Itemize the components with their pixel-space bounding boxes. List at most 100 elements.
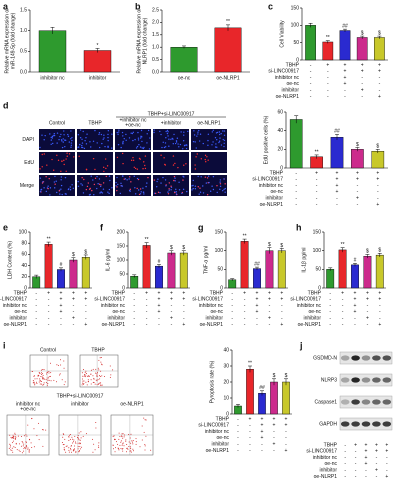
event-dot	[16, 449, 18, 451]
significance-label: ##	[259, 385, 265, 391]
cell-dot	[149, 137, 151, 139]
cell-dot	[85, 143, 88, 145]
event-dot	[131, 440, 133, 442]
condition-mark: -	[281, 309, 283, 315]
cell-dot	[79, 143, 81, 146]
event-dot	[18, 449, 20, 451]
event-dot	[12, 440, 14, 442]
bar	[375, 254, 384, 289]
image-label: inhibitor nc	[16, 401, 41, 407]
cell-dot	[146, 142, 148, 144]
condition-mark: +	[273, 416, 276, 422]
event-dot	[32, 382, 34, 384]
event-dot	[62, 433, 64, 435]
condition-mark: -	[327, 88, 329, 94]
event-dot	[145, 435, 147, 437]
condition-mark: +	[361, 88, 364, 94]
cell-dot	[144, 167, 147, 170]
event-dot	[23, 448, 25, 450]
image-row-label: DAPI	[22, 137, 34, 143]
cell-dot	[122, 142, 124, 144]
event-dot	[118, 438, 120, 440]
event-dot	[40, 380, 42, 382]
event-dot	[48, 370, 50, 372]
cell-dot	[164, 179, 167, 181]
condition-mark: -	[365, 468, 367, 474]
condition-mark: -	[244, 297, 246, 303]
significance-label: **	[341, 242, 345, 248]
cell-dot	[163, 157, 165, 159]
microscopy-image	[77, 175, 113, 196]
event-dot	[73, 450, 75, 452]
cell-dot	[85, 136, 87, 139]
blot-band	[340, 355, 350, 361]
cell-dot	[103, 137, 105, 139]
event-dot	[85, 381, 87, 383]
error-bar	[294, 115, 299, 124]
condition-mark: -	[310, 94, 312, 100]
cell-dot	[204, 176, 207, 178]
event-dot	[122, 433, 124, 435]
event-dot	[31, 446, 33, 448]
event-dot	[132, 450, 134, 452]
condition-mark: +	[182, 290, 185, 296]
condition-mark: +	[336, 170, 339, 176]
event-dot	[90, 383, 92, 385]
blot-strip	[339, 395, 393, 409]
cell-dot	[137, 137, 140, 139]
cell-dot	[90, 146, 92, 148]
condition-mark: +	[182, 322, 185, 328]
error-bar	[50, 27, 55, 34]
cell-dot	[98, 132, 101, 134]
condition-name: inhibitor	[107, 316, 125, 322]
cell-dot	[136, 168, 139, 170]
cell-dot	[77, 134, 80, 136]
microscopy-image	[191, 129, 227, 150]
blot-band	[372, 377, 381, 383]
cell-dot	[209, 190, 212, 192]
event-dot	[83, 380, 85, 382]
condition-mark: -	[295, 196, 297, 202]
condition-mark: -	[237, 423, 239, 429]
error-bar	[71, 257, 76, 263]
condition-name: TBHP	[216, 416, 230, 422]
condition-mark: -	[60, 322, 62, 328]
event-dot	[68, 447, 70, 449]
panel-label: f	[100, 222, 104, 232]
condition-mark: -	[342, 303, 344, 309]
cell-dot	[132, 139, 134, 142]
cell-dot	[57, 159, 60, 162]
cell-dot	[171, 137, 173, 140]
cell-dot	[122, 135, 124, 137]
cell-dot	[173, 179, 175, 182]
event-dot	[85, 374, 87, 376]
condition-name: inhibitor	[205, 316, 223, 322]
condition-mark: -	[355, 449, 357, 455]
condition-name: oe-NLRP1	[206, 448, 230, 454]
cell-dot	[142, 191, 145, 193]
condition-name: oe-NLRP1	[4, 322, 28, 328]
cell-dot	[98, 133, 100, 136]
event-dot	[130, 442, 132, 444]
error-bar	[157, 264, 161, 268]
y-axis-label: TNF-α pg/ml	[203, 246, 209, 274]
event-dot	[98, 445, 100, 447]
event-dot	[120, 448, 122, 450]
bar	[38, 30, 67, 73]
cell-dot	[207, 175, 210, 177]
condition-mark: -	[171, 309, 173, 315]
bar	[179, 252, 188, 289]
event-dot	[65, 451, 67, 453]
condition-mark: -	[295, 170, 297, 176]
cell-dot	[52, 142, 54, 145]
condition-name: inhibitor nc	[205, 429, 230, 435]
y-tick-label: 0.5	[152, 57, 159, 63]
cell-dot	[51, 135, 54, 138]
cell-dot	[162, 141, 164, 143]
event-dot	[21, 452, 23, 454]
error-bar	[46, 241, 51, 247]
event-dot	[130, 448, 132, 450]
cell-dot	[53, 187, 56, 189]
event-dot	[33, 375, 35, 377]
condition-mark: -	[73, 322, 75, 328]
